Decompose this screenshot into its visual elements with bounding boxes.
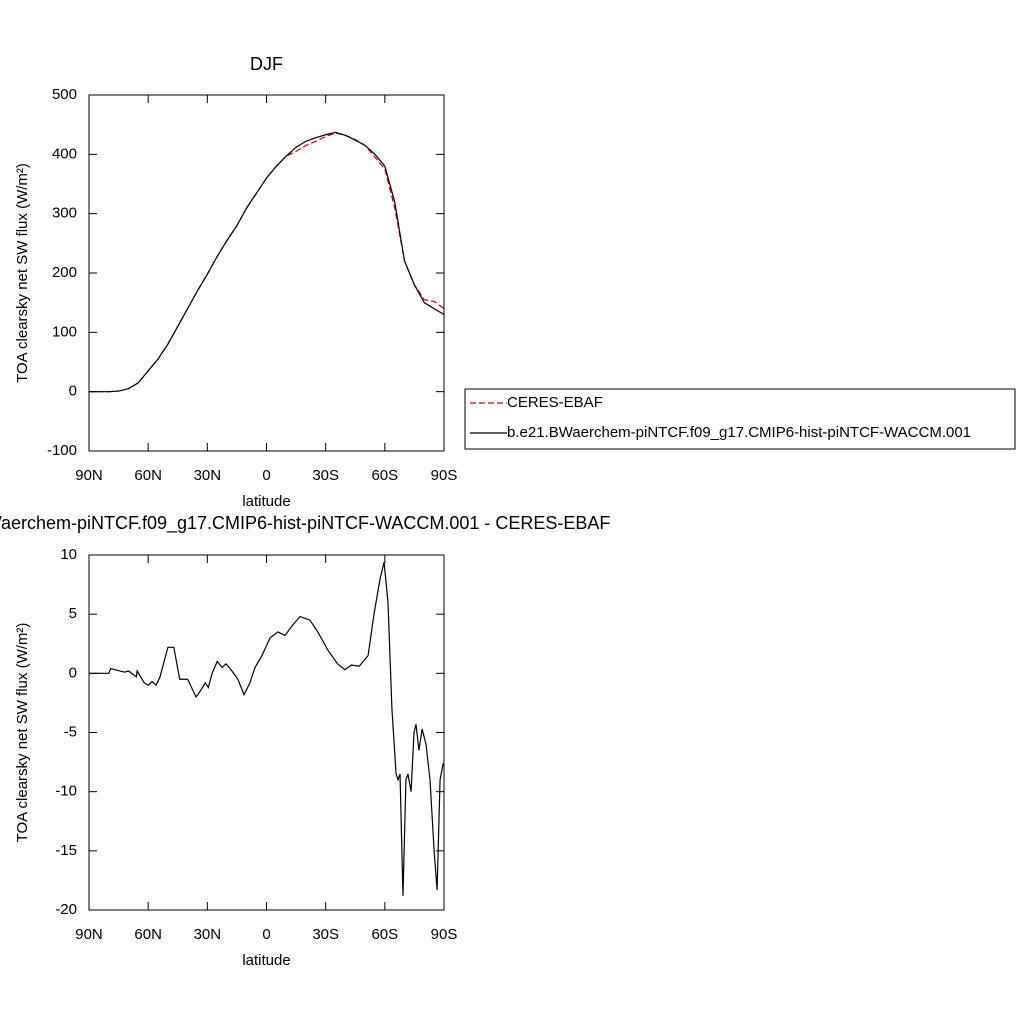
x-tick-label: 60N xyxy=(134,467,162,484)
x-axis-label: latitude xyxy=(242,493,290,510)
legend-label: b.e21.BWaerchem-piNTCF.f09_g17.CMIP6-his… xyxy=(507,424,971,441)
y-tick-label: 0 xyxy=(69,383,77,400)
chart-title: b.e21.BWaerchem-piNTCF.f09_g17.CMIP6-his… xyxy=(0,513,610,534)
x-tick-label: 30S xyxy=(312,467,339,484)
y-tick-label: -5 xyxy=(64,723,77,740)
plot-frame xyxy=(88,94,445,452)
x-tick-label: 30N xyxy=(194,467,222,484)
x-tick-label: 30S xyxy=(312,926,339,943)
data-line xyxy=(89,132,445,393)
legend-box xyxy=(464,388,1016,450)
y-tick-label: -20 xyxy=(55,901,77,918)
x-tick-label: 0 xyxy=(262,467,270,484)
y-tick-label: 0 xyxy=(69,664,77,681)
y-tick-label: 5 xyxy=(69,605,77,622)
x-tick-label: 60S xyxy=(371,467,398,484)
y-axis-label: TOA clearsky net SW flux (W/m²) xyxy=(14,623,31,843)
x-tick-label: 30N xyxy=(194,926,222,943)
x-tick-label: 90N xyxy=(75,926,103,943)
y-tick-label: -10 xyxy=(55,783,77,800)
chart-title: DJF xyxy=(250,54,283,74)
x-tick-label: 90S xyxy=(431,467,458,484)
y-axis-label: TOA clearsky net SW flux (W/m²) xyxy=(14,163,31,383)
x-axis-label: latitude xyxy=(242,952,290,969)
data-line xyxy=(89,561,444,896)
y-tick-label: -15 xyxy=(55,842,77,859)
x-tick-label: 60S xyxy=(371,926,398,943)
x-tick-label: 60N xyxy=(134,926,162,943)
x-tick-label: 90N xyxy=(75,467,103,484)
data-line xyxy=(89,131,445,393)
y-tick-label: 300 xyxy=(52,205,77,222)
x-tick-label: 90S xyxy=(431,926,458,943)
plot-frame xyxy=(88,554,445,911)
legend-label: CERES-EBAF xyxy=(507,394,603,411)
y-tick-label: 10 xyxy=(60,546,77,563)
y-tick-label: 100 xyxy=(52,323,77,340)
y-tick-label: 500 xyxy=(52,86,77,103)
y-tick-label: 200 xyxy=(52,264,77,281)
x-tick-label: 0 xyxy=(262,926,270,943)
y-tick-label: -100 xyxy=(47,442,77,459)
y-tick-label: 400 xyxy=(52,145,77,162)
